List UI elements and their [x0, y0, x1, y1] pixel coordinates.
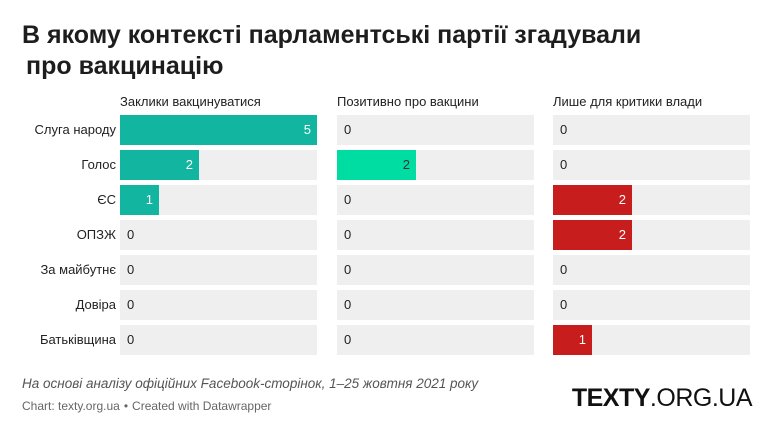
bar-track: 0	[337, 185, 534, 215]
series-label: Заклики вакцинуватися	[120, 94, 261, 109]
category-label: Слуга народу	[34, 122, 116, 137]
bar-track: 1	[120, 185, 317, 215]
bar-track: 2	[553, 185, 750, 215]
logo-domain-part: .ORG.UA	[649, 384, 753, 412]
category-label: Батьківщина	[39, 332, 116, 347]
chart-note: На основі аналізу офіційних Facebook-сто…	[22, 376, 479, 391]
value-label: 2	[185, 157, 193, 172]
value-label: 0	[560, 122, 568, 137]
texty-logo[interactable]: TEXTY.ORG.UA	[571, 384, 753, 413]
value-label: 0	[344, 122, 352, 137]
value-label: 2	[618, 192, 626, 207]
category-label: ОПЗЖ	[76, 227, 116, 242]
bar-track: 0	[120, 325, 317, 355]
bar-track: 0	[120, 255, 317, 285]
bar[interactable]	[120, 115, 317, 145]
category-label: Голос	[81, 157, 116, 172]
bar-track: 0	[337, 325, 534, 355]
bar-track: 2	[120, 150, 317, 180]
bar[interactable]	[553, 185, 632, 215]
value-label: 0	[344, 227, 352, 242]
bar-track: 1	[553, 325, 750, 355]
bar[interactable]	[337, 150, 416, 180]
category-label: Довіра	[75, 297, 116, 312]
category-label: ЄС	[97, 192, 116, 207]
value-label: 0	[344, 297, 352, 312]
bar[interactable]	[120, 185, 159, 215]
bar-track: 2	[337, 150, 534, 180]
bar-track: 0	[553, 290, 750, 320]
bar-track: 0	[553, 115, 750, 145]
value-label: 2	[402, 157, 410, 172]
value-label: 0	[344, 192, 352, 207]
bar[interactable]	[120, 150, 199, 180]
logo-bold-part: TEXTY	[571, 384, 651, 412]
created-with: Created with Datawrapper	[132, 399, 272, 413]
chart-title-line-1: В якому контексті парламентські партії з…	[22, 21, 642, 49]
chart-source: Chart: texty.org.ua	[22, 399, 120, 413]
value-label: 1	[578, 332, 586, 347]
value-label: 0	[127, 332, 135, 347]
bar-track: 5	[120, 115, 317, 145]
bar-track: 0	[120, 220, 317, 250]
bar[interactable]	[553, 325, 592, 355]
value-label: 5	[303, 122, 311, 137]
value-label: 0	[344, 262, 352, 277]
series-label: Позитивно про вакцини	[337, 94, 479, 109]
chart-credit: Chart: texty.org.ua • Created with Datawra…	[22, 399, 271, 413]
category-label: За майбутнє	[40, 262, 116, 277]
bar-track: 0	[553, 150, 750, 180]
chart-title: В якому контексті парламентські партії з…	[22, 20, 662, 82]
value-label: 0	[127, 262, 135, 277]
bar-track: 0	[337, 220, 534, 250]
value-label: 0	[560, 262, 568, 277]
credit-separator: •	[123, 399, 129, 413]
bar-track: 0	[337, 255, 534, 285]
bar-track: 0	[337, 115, 534, 145]
bar-track: 0	[553, 255, 750, 285]
chart-title-line-2: про вакцинацію	[26, 52, 224, 80]
value-label: 1	[145, 192, 153, 207]
series-label: Лише для критики влади	[553, 94, 703, 109]
bar-track: 0	[337, 290, 534, 320]
bar-track: 2	[553, 220, 750, 250]
value-label: 0	[127, 227, 135, 242]
value-label: 0	[344, 332, 352, 347]
bar-track: 0	[120, 290, 317, 320]
value-label: 0	[560, 297, 568, 312]
value-label: 0	[560, 157, 568, 172]
value-label: 0	[127, 297, 135, 312]
bar[interactable]	[553, 220, 632, 250]
value-label: 2	[618, 227, 626, 242]
